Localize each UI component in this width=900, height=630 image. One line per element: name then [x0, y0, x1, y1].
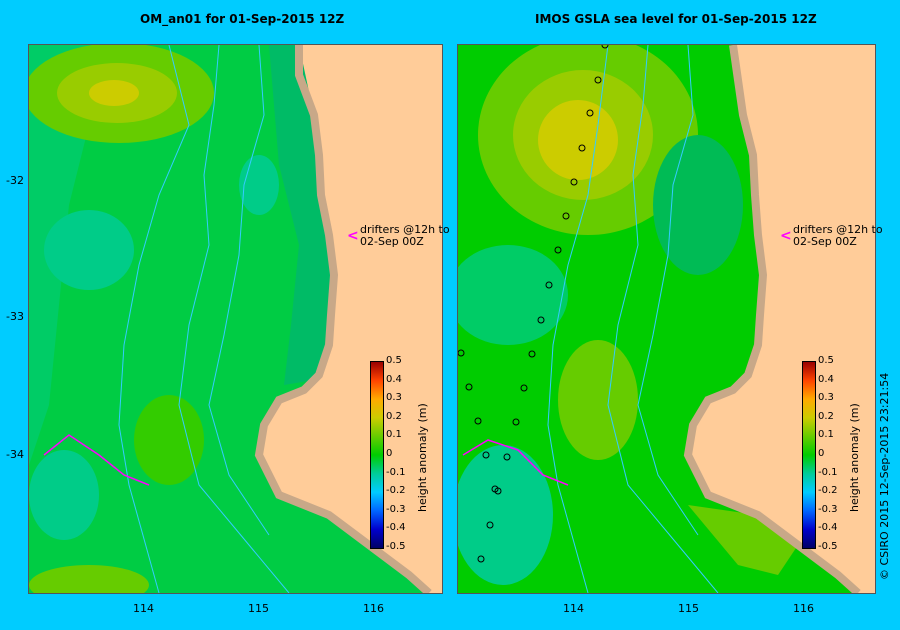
- x-tick-right-115: 115: [678, 602, 699, 615]
- eddy-high-3: [29, 565, 149, 593]
- cb-tick: 0.4: [818, 373, 834, 385]
- cb-tick: 0.4: [386, 373, 402, 385]
- drifter-note-line1: drifters @12h to: [793, 223, 883, 236]
- cb-tick: -0.4: [386, 522, 406, 534]
- colorbar-left-label: height anomaly (m): [416, 403, 429, 512]
- x-tick-left-114: 114: [133, 602, 154, 615]
- eddy-low-2: [458, 245, 568, 345]
- cb-tick: -0.1: [386, 466, 406, 478]
- copyright-text: © CSIRO 2015 12-Sep-2015 23:21:54: [878, 372, 891, 580]
- x-tick-right-116: 116: [793, 602, 814, 615]
- cb-tick: -0.1: [818, 466, 838, 478]
- x-tick-right-114: 114: [563, 602, 584, 615]
- eddy-high-2: [134, 395, 204, 485]
- colorbar-right-label: height anomaly (m): [848, 403, 861, 512]
- x-tick-left-116: 116: [363, 602, 384, 615]
- drifter-arrow-left: <: [347, 228, 359, 244]
- ocean-band-west: [29, 45, 109, 465]
- ocean-band-shelf: [269, 45, 334, 385]
- cb-tick: 0.1: [818, 429, 834, 441]
- cb-tick: 0.3: [386, 392, 402, 404]
- altimetry-track-points: [458, 45, 609, 563]
- cb-tick: -0.5: [386, 540, 406, 552]
- left-map-canvas: [29, 45, 432, 593]
- cb-tick: 0.1: [386, 429, 402, 441]
- cb-tick: 0.5: [818, 355, 834, 366]
- left-map-title: OM_an01 for 01-Sep-2015 12Z: [140, 12, 345, 26]
- colorbar-right-ticks: 0.5 0.4 0.3 0.2 0.1 0 -0.1 -0.2 -0.3 -0.…: [818, 352, 838, 557]
- right-map-title: IMOS GSLA sea level for 01-Sep-2015 12Z: [535, 12, 817, 26]
- eddy-low-3: [239, 155, 279, 215]
- bathymetry-contour-3: [637, 45, 699, 536]
- cb-tick: -0.2: [818, 485, 838, 497]
- cb-tick: -0.3: [818, 503, 838, 515]
- eddy-low-3: [458, 445, 553, 585]
- drifter-note-line1: drifters @12h to: [360, 223, 450, 236]
- y-tick-left-34: -34: [6, 448, 24, 461]
- right-map-canvas: [458, 45, 861, 593]
- drifter-note-line2: 02-Sep 00Z: [793, 235, 857, 248]
- y-tick-left-33: -33: [6, 310, 24, 323]
- cb-tick: 0.5: [386, 355, 402, 366]
- cb-tick: 0.2: [818, 410, 834, 422]
- eddy-high-shelf: [688, 505, 798, 575]
- eddy-low-1: [44, 210, 134, 290]
- colorbar-right: [802, 361, 816, 549]
- drifter-note-line2: 02-Sep 00Z: [360, 235, 424, 248]
- cb-tick: 0: [818, 447, 825, 459]
- track-line-1: [43, 434, 150, 486]
- eddy-low-2: [29, 450, 99, 540]
- eddy-high-2: [558, 340, 638, 460]
- cb-tick: 0.2: [386, 410, 402, 422]
- cb-tick: -0.4: [818, 522, 838, 534]
- eddy-high-core: [89, 80, 139, 106]
- colorbar-left: [370, 361, 384, 549]
- cb-tick: 0.3: [818, 392, 834, 404]
- eddy-low-1: [653, 135, 743, 275]
- bathymetry-contour-1: [178, 45, 290, 593]
- y-tick-left-32: -32: [6, 174, 24, 187]
- ocean-area: [29, 45, 429, 593]
- track-line-1: [462, 439, 569, 486]
- cb-tick: -0.2: [386, 485, 406, 497]
- bathymetry-contour-2: [118, 45, 190, 593]
- drifter-arrow-right: <: [780, 228, 792, 244]
- coastline: [254, 45, 432, 593]
- cb-tick: 0: [386, 447, 393, 459]
- eddy-high-core: [538, 100, 618, 180]
- right-map-panel: [457, 44, 876, 594]
- cb-tick: -0.5: [818, 540, 838, 552]
- x-tick-left-115: 115: [248, 602, 269, 615]
- bathymetry-contour-3: [208, 45, 270, 536]
- drifter-note-left: drifters @12h to 02-Sep 00Z: [360, 224, 450, 248]
- bathymetry-contour-2: [547, 45, 609, 593]
- left-map-panel: [28, 44, 443, 594]
- coastline: [683, 45, 861, 593]
- drifter-note-right: drifters @12h to 02-Sep 00Z: [793, 224, 883, 248]
- cb-tick: -0.3: [386, 503, 406, 515]
- bathymetry-contour-1: [607, 45, 719, 593]
- colorbar-left-ticks: 0.5 0.4 0.3 0.2 0.1 0 -0.1 -0.2 -0.3 -0.…: [386, 352, 406, 557]
